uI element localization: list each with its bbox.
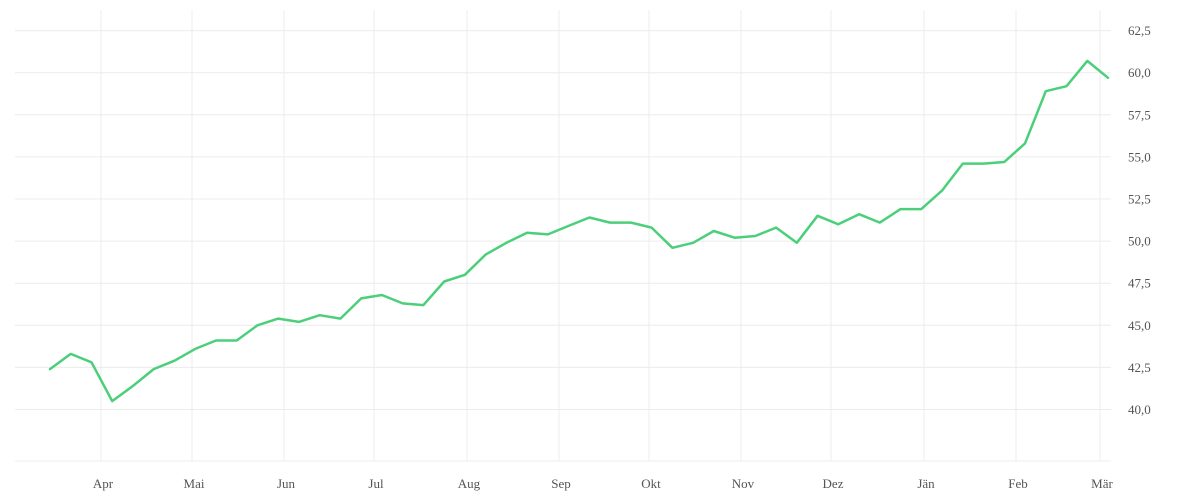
y-tick-label: 45,0: [1128, 318, 1151, 333]
y-tick-label: 42,5: [1128, 360, 1151, 375]
x-gridlines: [100, 10, 1101, 461]
y-tick-label: 40,0: [1128, 402, 1151, 417]
x-tick-label: Nov: [732, 476, 755, 491]
y-tick-labels: 40,0 42,5 45,0 47,5 50,0 52,5 55,0 57,5 60,0 62,5: [1128, 23, 1151, 417]
x-tick-label: Aug: [458, 476, 481, 491]
x-tick-label: Mär: [1091, 476, 1113, 491]
x-tick-label: Mai: [184, 476, 205, 491]
y-gridlines: [15, 30, 1111, 410]
y-tick-label: 57,5: [1128, 107, 1151, 122]
y-tick-label: 50,0: [1128, 234, 1151, 249]
y-tick-label: 62,5: [1128, 23, 1151, 38]
x-tick-label: Jun: [277, 476, 296, 491]
y-tick-label: 60,0: [1128, 65, 1151, 80]
x-tick-label: Okt: [641, 476, 661, 491]
x-tick-label: Jul: [368, 476, 384, 491]
x-tick-label: Feb: [1008, 476, 1028, 491]
series-line: [48, 59, 1110, 403]
x-tick-label: Sep: [551, 476, 571, 491]
x-tick-label: Apr: [93, 476, 114, 491]
x-tick-label: Jän: [917, 476, 935, 491]
series-group: [48, 59, 1110, 403]
x-tick-labels: Apr Mai Jun Jul Aug Sep Okt Nov Dez Jän Feb Mär: [93, 476, 1114, 491]
y-tick-label: 55,0: [1128, 149, 1151, 164]
x-tick-label: Dez: [823, 476, 844, 491]
y-tick-label: 47,5: [1128, 276, 1151, 291]
y-tick-label: 52,5: [1128, 192, 1151, 207]
